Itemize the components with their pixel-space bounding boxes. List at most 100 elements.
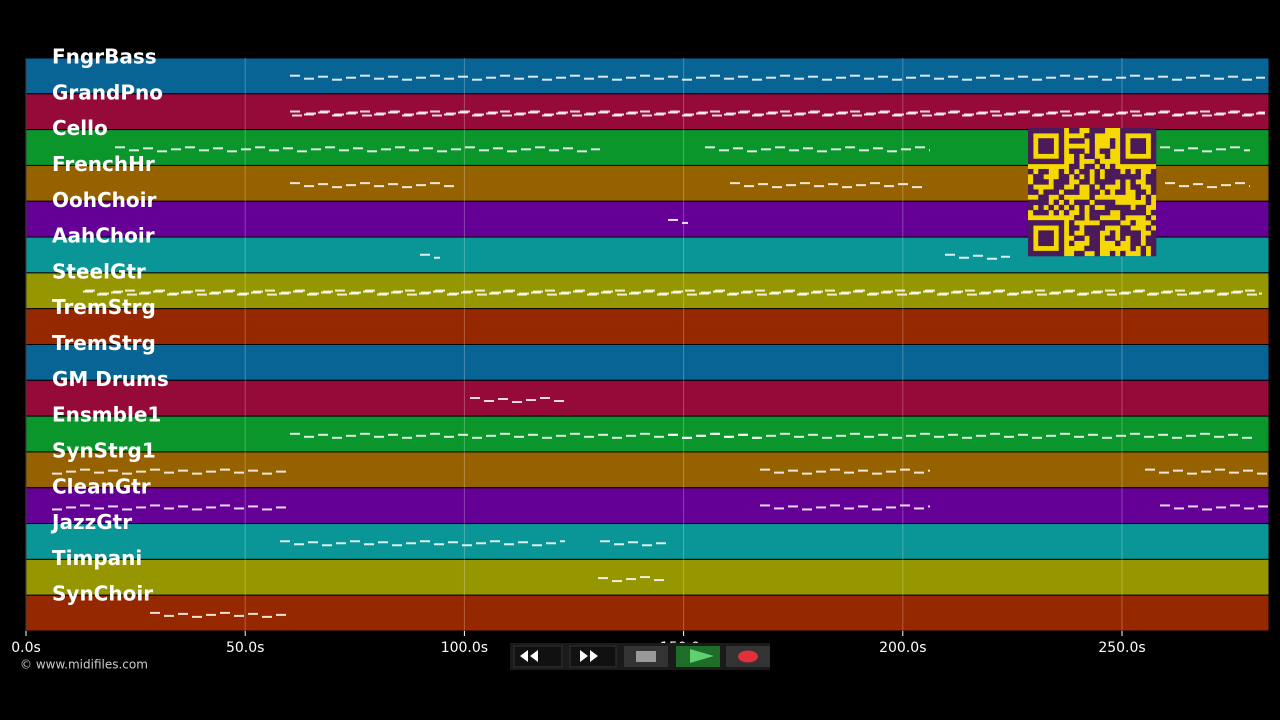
forward-button[interactable]	[569, 645, 617, 668]
qr-module	[1094, 240, 1100, 247]
play-button[interactable]	[676, 646, 720, 667]
note	[265, 289, 275, 292]
track-label: SteelGtr	[52, 259, 146, 283]
qr-module	[1028, 184, 1034, 190]
record-button[interactable]	[726, 646, 770, 667]
note	[556, 434, 566, 437]
note	[434, 256, 440, 259]
qr-module	[1089, 204, 1095, 211]
note	[1049, 292, 1059, 295]
note	[206, 613, 216, 616]
qr-module	[1135, 158, 1141, 165]
note	[794, 435, 804, 438]
note	[530, 110, 540, 113]
note	[558, 111, 568, 114]
note	[80, 468, 90, 471]
note	[560, 540, 565, 543]
note	[1144, 77, 1154, 80]
note	[640, 432, 650, 435]
note	[437, 150, 447, 153]
note	[1215, 468, 1225, 471]
qr-module	[1109, 138, 1116, 144]
qr-module	[1130, 209, 1136, 216]
note	[420, 540, 430, 543]
note	[838, 111, 848, 114]
note	[125, 289, 135, 292]
note	[297, 150, 307, 153]
note	[892, 78, 902, 81]
qr-module	[1038, 209, 1044, 216]
note	[1037, 293, 1047, 296]
qr-module	[1120, 189, 1126, 195]
qr-module	[1125, 168, 1131, 175]
note	[696, 434, 706, 437]
note	[1201, 470, 1211, 473]
qr-module	[1094, 230, 1100, 236]
note	[192, 615, 202, 618]
note	[97, 293, 107, 296]
note	[346, 76, 356, 79]
note	[547, 293, 557, 296]
qr-module	[1043, 138, 1049, 144]
note	[740, 110, 750, 113]
note	[859, 149, 869, 152]
qr-module	[1058, 235, 1065, 241]
note	[434, 543, 444, 546]
note	[178, 469, 188, 472]
qr-module	[1068, 220, 1075, 226]
note	[587, 293, 597, 296]
note	[1006, 112, 1016, 115]
note	[220, 504, 230, 507]
note	[830, 468, 840, 471]
qr-module	[1053, 184, 1060, 190]
note	[600, 540, 610, 543]
note	[906, 76, 916, 79]
note	[845, 146, 855, 149]
note	[757, 293, 767, 296]
qr-module	[1074, 250, 1080, 257]
qr-module	[1150, 230, 1157, 236]
qr-module	[1089, 189, 1095, 195]
note	[1235, 182, 1245, 185]
note	[542, 78, 552, 81]
note	[209, 292, 219, 295]
note	[262, 472, 272, 475]
note	[766, 434, 776, 437]
qr-module	[1038, 128, 1044, 134]
note	[934, 435, 944, 438]
note	[1074, 77, 1084, 80]
qr-module	[1038, 204, 1044, 211]
note	[886, 506, 896, 509]
note	[1242, 78, 1252, 81]
note	[920, 74, 930, 77]
rewind-button[interactable]	[513, 645, 563, 668]
qr-module	[1033, 199, 1039, 206]
qr-module	[1043, 143, 1049, 149]
note	[1090, 110, 1100, 113]
qr-module	[1150, 174, 1157, 180]
note	[803, 147, 813, 150]
qr-module	[1063, 209, 1070, 216]
note	[769, 292, 779, 295]
note	[936, 112, 946, 115]
note	[512, 401, 522, 404]
note	[598, 433, 608, 436]
track-band	[25, 379, 1270, 417]
qr-module	[1058, 138, 1065, 144]
note	[577, 150, 587, 153]
stop-button[interactable]	[624, 646, 668, 667]
note	[774, 471, 784, 474]
note	[1228, 75, 1238, 78]
note	[108, 469, 118, 472]
qr-module	[1058, 174, 1065, 180]
note	[500, 432, 510, 435]
note	[752, 436, 760, 439]
note	[738, 75, 748, 78]
note	[304, 185, 314, 188]
note	[783, 290, 793, 293]
note	[262, 508, 272, 511]
note	[724, 77, 734, 80]
qr-module	[1074, 128, 1080, 134]
note	[626, 434, 636, 437]
note	[392, 544, 402, 547]
